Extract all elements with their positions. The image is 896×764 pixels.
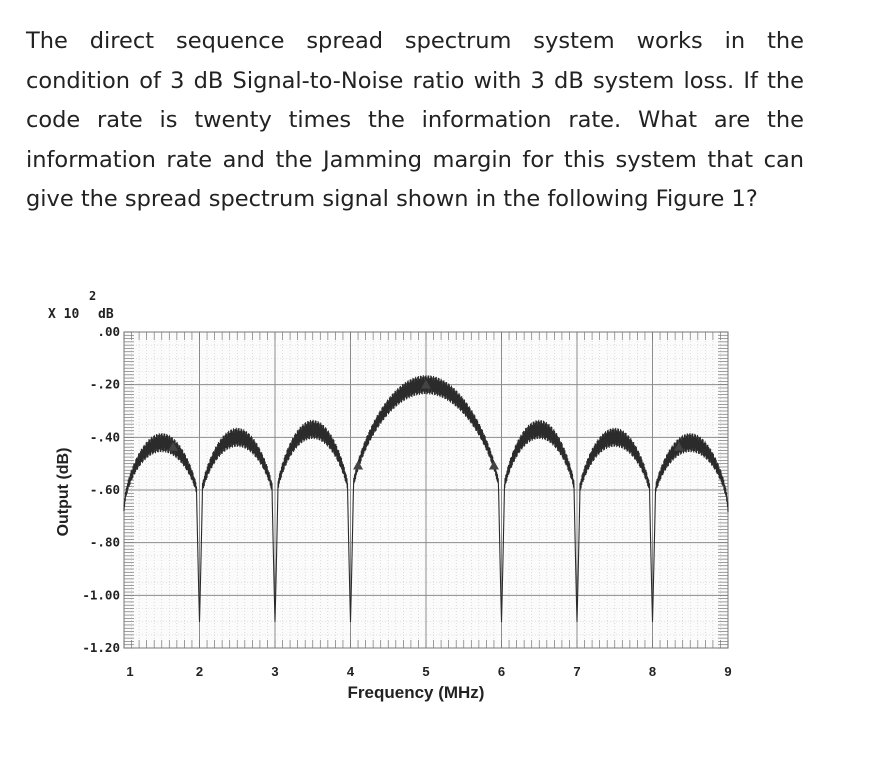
y-axis-label: Output (dB) (55, 448, 72, 537)
spectrum-chart: .00 -.20 -.40 -.60 -.80 -1.00 -1.20 1 2 3 4 5 6 7 8 9 X… (48, 289, 732, 702)
question-line: information rate and the Jamming margin … (26, 146, 804, 173)
x-tick-label: 1 (126, 664, 133, 679)
marker-point (421, 379, 431, 389)
chart-axes: .00 -.20 -.40 -.60 -.80 -1.00 -1.20 1 2 3 4 5 6 7 8 9 (82, 324, 731, 679)
chart-series (123, 374, 729, 623)
y-tick-label: .00 (97, 324, 120, 339)
marker-point (168, 441, 179, 451)
x-tick-label: 5 (422, 664, 429, 679)
x-tick-label: 4 (347, 664, 355, 679)
question-line: give the spread spectrum signal shown in… (26, 186, 758, 212)
x-tick-label: 3 (271, 664, 278, 679)
y-scale-unit: dB (98, 307, 114, 322)
question-text: The direct sequence spread spectrum syst… (26, 22, 804, 220)
x-tick-label: 7 (573, 664, 580, 679)
question-line: The direct sequence spread spectrum syst… (26, 28, 804, 54)
question-line: condition of 3 dB Signal-to-Noise ratio … (26, 67, 804, 94)
y-tick-label: -.80 (90, 535, 120, 550)
x-tick-label: 6 (498, 664, 505, 679)
y-tick-label: -1.20 (82, 640, 120, 655)
x-tick-label: 8 (649, 664, 656, 679)
marker-point (353, 460, 364, 470)
y-scale-exponent: 2 (89, 289, 96, 303)
x-axis-label: Frequency (MHz) (348, 683, 485, 702)
y-tick-label: -1.00 (82, 587, 120, 602)
y-scale-multiplier: X 10 (48, 307, 79, 322)
y-tick-label: -.40 (90, 429, 120, 444)
y-tick-label: -.60 (90, 482, 120, 497)
marker-point (673, 441, 684, 451)
x-tick-label: 2 (196, 664, 203, 679)
x-tick-label: 9 (724, 664, 731, 679)
marker-point (488, 460, 499, 470)
y-tick-label: -.20 (90, 377, 120, 392)
spectrum-line (123, 374, 729, 623)
question-line: code rate is twenty times the informatio… (26, 107, 804, 133)
